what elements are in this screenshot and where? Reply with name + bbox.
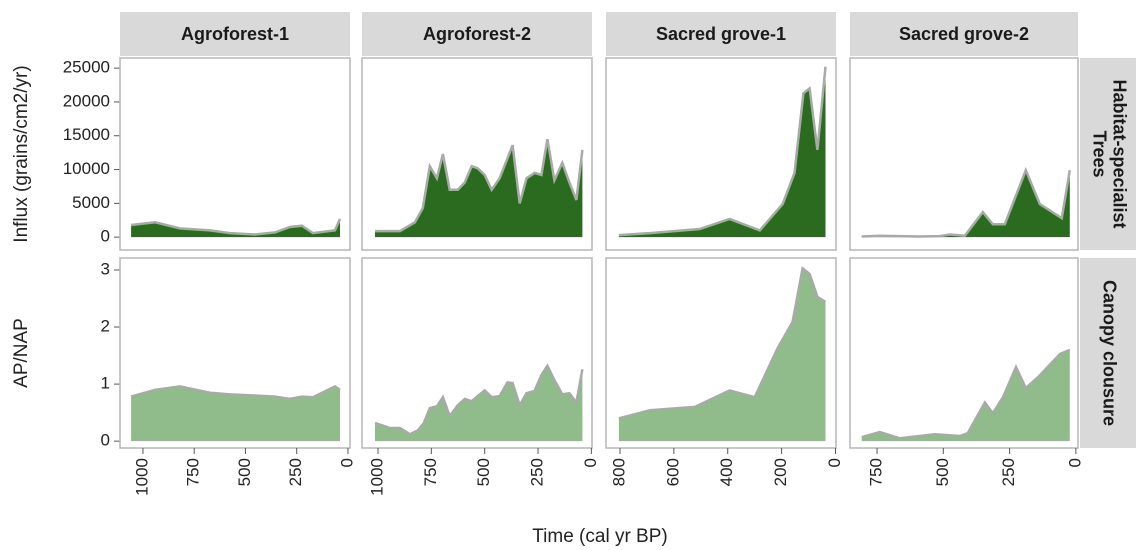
panel-border (119, 257, 351, 449)
area (131, 386, 340, 442)
y-tick-label: 3 (101, 259, 110, 278)
panel-border (605, 257, 837, 449)
area-outline (861, 166, 1072, 238)
area (618, 66, 826, 238)
facet-strip (1080, 258, 1136, 448)
row-strip-label: Canopy clousure (1099, 280, 1119, 426)
facet-strip (606, 12, 836, 56)
facet-title: Agroforest-2 (423, 24, 531, 44)
area (861, 170, 1070, 238)
facet-title: Sacred grove-1 (656, 24, 786, 44)
area-outline (618, 66, 827, 237)
y-tick-label: 1 (101, 374, 110, 393)
y-tick-label: 20000 (63, 91, 110, 110)
panel-border (849, 57, 1079, 251)
x-tick-label: 0 (1065, 458, 1084, 467)
x-tick-label: 500 (474, 458, 493, 486)
x-tick-label: 0 (581, 458, 600, 467)
facet-strip (120, 12, 350, 56)
row-strip-label: Habitat-specialist (1109, 79, 1129, 228)
area-outline (618, 266, 827, 420)
x-tick-label: 0 (825, 458, 844, 467)
x-tick-label: 600 (663, 458, 682, 486)
y-tick-label: 2 (101, 317, 110, 336)
x-tick-label: 0 (337, 458, 356, 467)
area-outline (374, 363, 584, 436)
x-tick-label: 500 (933, 458, 952, 486)
area (375, 139, 583, 238)
x-tick-label: 800 (609, 458, 628, 486)
y-axis-label: Influx (grains/cm2/yr) (11, 65, 32, 242)
y-tick-label: 0 (101, 227, 110, 246)
x-tick-label: 500 (235, 458, 254, 486)
y-tick-label: 10000 (63, 159, 110, 178)
y-axis-label: AP/NAP (11, 318, 32, 388)
area-outline (861, 348, 1071, 440)
x-tick-label: 750 (421, 458, 440, 486)
x-tick-label: 1000 (132, 458, 151, 496)
facet-title: Sacred grove-2 (899, 24, 1029, 44)
panel-border (849, 257, 1079, 449)
x-tick-label: 400 (717, 458, 736, 486)
y-tick-label: 25000 (63, 58, 110, 77)
area-outline (130, 218, 342, 236)
x-tick-label: 750 (867, 458, 886, 486)
panel-border (605, 57, 837, 251)
x-tick-label: 200 (771, 458, 790, 486)
x-tick-label: 250 (528, 458, 547, 486)
x-axis-label: Time (cal yr BP) (532, 526, 667, 547)
area-outline (375, 138, 584, 233)
x-tick-label: 750 (184, 458, 203, 486)
y-tick-label: 15000 (63, 125, 110, 144)
y-tick-label: 0 (101, 431, 110, 450)
row-strip-label: Trees (1089, 130, 1109, 177)
facet-strip (1080, 58, 1136, 250)
x-tick-label: 250 (999, 458, 1018, 486)
facet-strip (850, 12, 1078, 56)
y-tick-label: 5000 (72, 193, 110, 212)
area (131, 218, 340, 238)
area (618, 268, 826, 442)
area (861, 349, 1070, 442)
x-tick-label: 1000 (367, 458, 386, 496)
area-outline (130, 384, 341, 401)
panel-border (119, 57, 351, 251)
facet-title: Agroforest-1 (181, 24, 289, 44)
panel-border (361, 257, 593, 449)
area (375, 365, 583, 442)
panel-border (361, 57, 593, 251)
x-tick-label: 250 (286, 458, 305, 486)
facet-strip (362, 12, 592, 56)
